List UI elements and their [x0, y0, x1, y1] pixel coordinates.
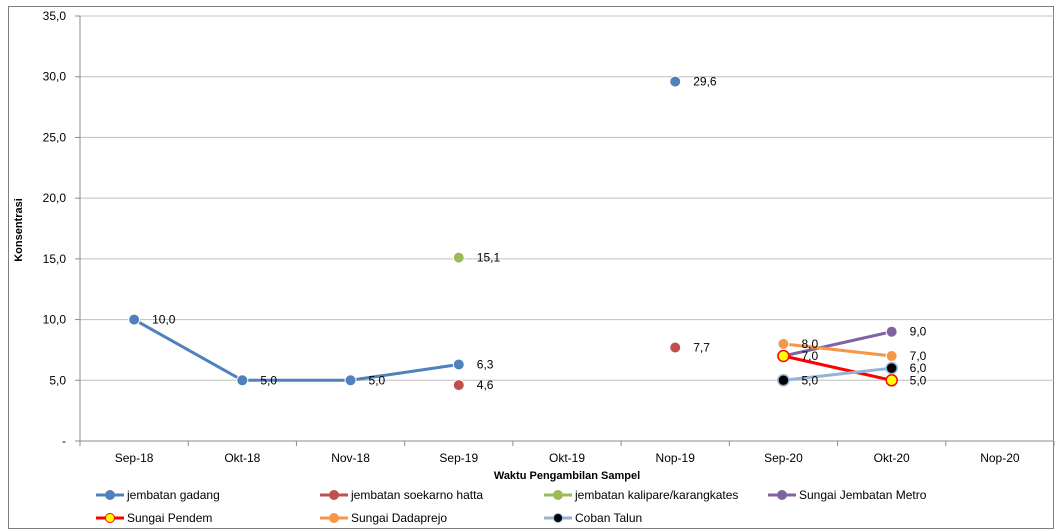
- series-sungai-dadaprejo-data-label: 7,0: [910, 349, 927, 363]
- series-jembatan-gadang-line: [349, 363, 461, 382]
- legend-sungai-dadaprejo-swatch-marker: [329, 513, 339, 523]
- y-tick-label: 5,0: [49, 373, 66, 387]
- x-tick-label: Sep-18: [115, 451, 154, 465]
- series-jembatan-soekarno-hatta-point: [452, 379, 465, 392]
- series-jembatan-gadang-point: [452, 358, 465, 371]
- chart-frame: [8, 6, 1054, 529]
- series-jembatan-soekarno-hatta-data-label: 7,7: [693, 341, 710, 355]
- series-sungai-jembatan-metro-data-label: 9,0: [910, 325, 927, 339]
- series-sungai-dadaprejo-data-label: 8,0: [801, 337, 818, 351]
- legend-coban-talun-label: Coban Talun: [575, 511, 642, 525]
- series-sungai-pendem-data-label: 7,0: [801, 349, 818, 363]
- series-jembatan-kalipare-karangkates-data-label: 15,1: [477, 251, 501, 265]
- series-sungai-jembatan-metro-point: [885, 325, 898, 338]
- x-tick-label: Nov-18: [331, 451, 370, 465]
- y-tick-label: 10,0: [43, 313, 67, 327]
- series-coban-talun-data-label: 5,0: [801, 373, 818, 387]
- y-tick-label: 25,0: [43, 130, 67, 144]
- series-coban-talun-data-label: 6,0: [910, 361, 927, 375]
- legend-jembatan-gadang-swatch-marker: [105, 490, 115, 500]
- gridlines: [80, 15, 1054, 381]
- x-tick-label: Okt-19: [549, 451, 585, 465]
- legend-sungai-pendem-label: Sungai Pendem: [127, 511, 212, 525]
- series-jembatan-gadang-data-label: 29,6: [693, 75, 717, 89]
- series-coban-talun-line: [781, 366, 894, 382]
- x-tick-label: Sep-20: [764, 451, 803, 465]
- series-jembatan-gadang-point: [669, 75, 682, 88]
- y-tick-label: 30,0: [43, 70, 67, 84]
- legend-jembatan-gadang-label: jembatan gadang: [126, 488, 220, 502]
- series-jembatan-gadang-line: [132, 318, 244, 382]
- series-sungai-dadaprejo-line: [781, 342, 894, 358]
- legend-sungai-jembatan-metro-swatch-marker: [777, 490, 787, 500]
- x-tick-label: Sep-19: [439, 451, 478, 465]
- series-jembatan-soekarno-hatta-point: [669, 341, 682, 354]
- series-jembatan-gadang-data-label: 10,0: [152, 313, 176, 327]
- legend-sungai-pendem-swatch-marker: [105, 513, 115, 523]
- x-axis-title: Waktu Pengambilan Sampel: [494, 470, 640, 482]
- series-sungai-pendem-data-label: 5,0: [910, 373, 927, 387]
- y-tick-label: 35,0: [43, 9, 67, 23]
- series-jembatan-gadang-point: [344, 374, 357, 387]
- legend-jembatan-soekarno-hatta-label: jembatan soekarno hatta: [350, 488, 483, 502]
- series-sungai-dadaprejo-point: [777, 337, 790, 350]
- series-jembatan-gadang-data-label: 5,0: [369, 373, 386, 387]
- series-jembatan-soekarno-hatta-data-label: 4,6: [477, 378, 494, 392]
- x-tick-label: Nop-19: [656, 451, 696, 465]
- y-tick-label: -: [62, 434, 66, 448]
- series-sungai-jembatan-metro-line: [781, 330, 894, 358]
- series-sungai-pendem-point: [885, 374, 898, 387]
- legend-jembatan-soekarno-hatta-swatch-marker: [329, 490, 339, 500]
- legend-sungai-dadaprejo-label: Sungai Dadaprejo: [351, 511, 447, 525]
- series-jembatan-gadang-point: [128, 313, 141, 326]
- legend-sungai-jembatan-metro-label: Sungai Jembatan Metro: [799, 488, 927, 502]
- series-sungai-pendem-line: [781, 354, 894, 382]
- legend-coban-talun-swatch-marker: [553, 513, 563, 523]
- series-jembatan-gadang-data-label: 6,3: [477, 358, 494, 372]
- data-labels: 10,05,0 5,06,329,64,67,715,19,07,05,08,07…: [152, 75, 927, 393]
- series-jembatan-gadang-data-label: 5,0: [260, 373, 277, 387]
- legend-jembatan-kalipare-karangkates-label: jembatan kalipare/karangkates: [574, 488, 738, 502]
- x-tick-label: Okt-20: [874, 451, 910, 465]
- series-coban-talun-point: [777, 374, 790, 387]
- series-layer: [128, 75, 898, 392]
- series-jembatan-gadang-point: [236, 374, 249, 387]
- y-tick-label: 20,0: [43, 191, 67, 205]
- axes: - 5,0 10,0 15,0 20,0 25,0 30,0 35,0 Sep-18 Okt-18…: [43, 9, 1055, 465]
- x-tick-label: Nop-20: [980, 451, 1020, 465]
- y-tick-label: 15,0: [43, 252, 67, 266]
- series-coban-talun-point: [885, 361, 898, 375]
- y-axis-title: Konsentrasi: [13, 198, 25, 262]
- legend-jembatan-kalipare-karangkates-swatch-marker: [553, 490, 563, 500]
- series-jembatan-kalipare-karangkates-point: [452, 251, 465, 264]
- x-tick-label: Okt-18: [224, 451, 260, 465]
- series-sungai-dadaprejo-point: [885, 350, 898, 362]
- series-sungai-pendem-point: [777, 349, 790, 363]
- legend: jembatan gadang jembatan soekarno hatta je…: [96, 488, 927, 525]
